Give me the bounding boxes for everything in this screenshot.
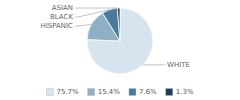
- annotation: WHITE: [167, 61, 190, 69]
- legend-label: 1.3%: [176, 88, 194, 96]
- legend-swatch: [88, 89, 95, 96]
- leader-line: [75, 10, 110, 17]
- legend-swatch: [166, 89, 173, 96]
- leader-line: [75, 8, 119, 9]
- legend-swatch: [129, 89, 136, 96]
- annotation: ASIAN: [52, 4, 73, 12]
- slice: [117, 8, 120, 41]
- chart: ASIANBLACKHISPANIC WHITE 75.7% 15.4% 7.6% 1.3…: [0, 0, 240, 100]
- slice: [102, 8, 120, 41]
- pie: [87, 8, 153, 74]
- legend: 75.7% 15.4% 7.6% 1.3%: [46, 88, 193, 96]
- leader-line: [75, 24, 91, 26]
- legend-swatch: [46, 89, 53, 96]
- annotation: HISPANIC: [40, 22, 73, 30]
- leader-line: [143, 64, 165, 65]
- legend-label: 7.6%: [139, 88, 157, 96]
- slice: [87, 8, 153, 74]
- annotation: BLACK: [50, 13, 73, 21]
- legend-label: 75.7%: [56, 88, 79, 96]
- legend-label: 15.4%: [98, 88, 121, 96]
